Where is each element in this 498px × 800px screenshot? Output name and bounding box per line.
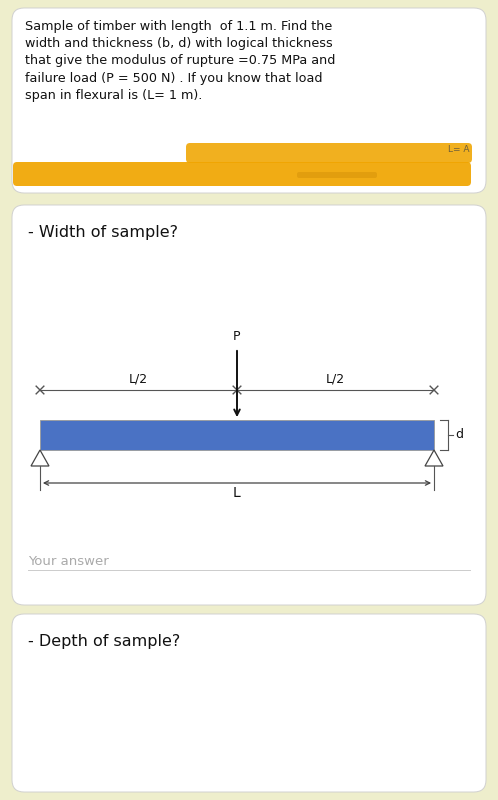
Text: d: d <box>455 429 463 442</box>
Text: L: L <box>233 486 241 500</box>
FancyBboxPatch shape <box>186 143 472 163</box>
FancyBboxPatch shape <box>12 614 486 792</box>
Bar <box>40 420 434 450</box>
Text: P: P <box>233 330 241 343</box>
FancyBboxPatch shape <box>13 162 471 186</box>
FancyBboxPatch shape <box>12 205 486 605</box>
FancyBboxPatch shape <box>12 8 486 193</box>
Text: L= A: L= A <box>448 146 470 154</box>
Text: - Depth of sample?: - Depth of sample? <box>28 634 180 649</box>
Text: L/2: L/2 <box>129 373 148 386</box>
Text: Your answer: Your answer <box>28 555 109 568</box>
Text: L/2: L/2 <box>326 373 345 386</box>
Text: Sample of timber with length  of 1.1 m. Find the
width and thickness (b, d) with: Sample of timber with length of 1.1 m. F… <box>25 20 335 102</box>
FancyBboxPatch shape <box>297 172 377 178</box>
Text: - Width of sample?: - Width of sample? <box>28 225 178 240</box>
